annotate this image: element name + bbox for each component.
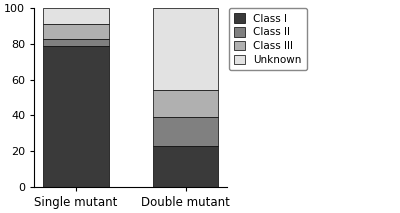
Bar (153, 90, 218, 117)
Bar (43, 24, 109, 39)
Bar (43, 39, 109, 46)
Bar (43, 8, 109, 24)
Bar (153, 117, 218, 146)
Bar (153, 8, 218, 90)
Bar (153, 146, 218, 187)
Legend: Class I, Class II, Class III, Unknown: Class I, Class II, Class III, Unknown (229, 8, 307, 71)
Bar (43, 46, 109, 187)
